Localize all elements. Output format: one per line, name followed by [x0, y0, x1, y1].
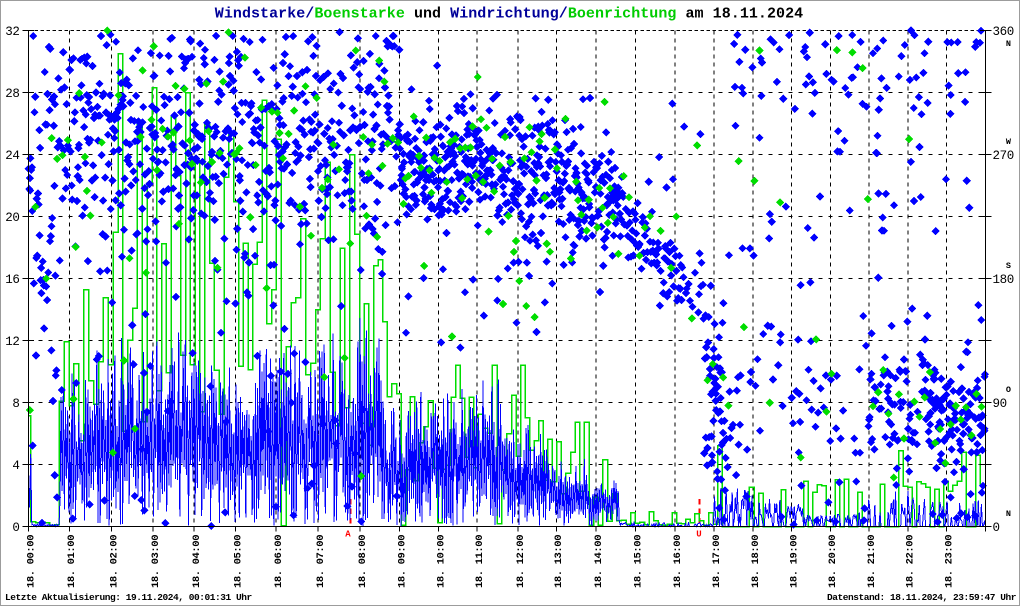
svg-text:18. 01:00: 18. 01:00 [66, 535, 78, 588]
svg-text:18. 22:00: 18. 22:00 [905, 535, 917, 588]
svg-text:18. 03:00: 18. 03:00 [150, 535, 162, 588]
svg-text:18. 10:00: 18. 10:00 [435, 535, 447, 588]
svg-text:20: 20 [5, 211, 19, 225]
svg-text:18. 11:00: 18. 11:00 [474, 535, 486, 588]
svg-text:4: 4 [12, 459, 19, 473]
svg-text:A: A [345, 530, 351, 540]
svg-text:18. 21:00: 18. 21:00 [866, 535, 878, 588]
svg-text:18. 16:00: 18. 16:00 [672, 535, 684, 588]
svg-text:18. 23:00: 18. 23:00 [944, 535, 956, 588]
svg-text:O: O [1006, 385, 1011, 395]
svg-text:W: W [1006, 137, 1012, 147]
svg-text:18. 02:00: 18. 02:00 [108, 535, 120, 588]
svg-text:18. 06:00: 18. 06:00 [273, 535, 285, 588]
svg-text:270: 270 [993, 149, 1014, 163]
svg-text:Letzte Aktualisierung: 19.11.2: Letzte Aktualisierung: 19.11.2024, 00:01… [5, 592, 253, 603]
svg-text:S: S [1006, 261, 1011, 271]
svg-text:360: 360 [993, 25, 1014, 39]
svg-text:18. 20:00: 18. 20:00 [827, 535, 839, 588]
svg-text:N: N [1006, 509, 1011, 519]
svg-text:18. 05:00: 18. 05:00 [232, 535, 244, 588]
svg-text:Datenstand: 18.11.2024, 23:59:: Datenstand: 18.11.2024, 23:59:47 Uhr [827, 592, 1017, 603]
svg-text:12: 12 [5, 335, 19, 349]
svg-text:24: 24 [5, 149, 19, 163]
svg-text:18. 19:00: 18. 19:00 [789, 535, 801, 588]
svg-text:28: 28 [5, 87, 19, 101]
svg-text:18. 17:00: 18. 17:00 [711, 535, 723, 588]
svg-text:18. 12:00: 18. 12:00 [515, 535, 527, 588]
svg-text:Windstarke/Boenstarke und Wind: Windstarke/Boenstarke und Windrichtung/B… [215, 6, 803, 23]
svg-text:0: 0 [993, 521, 1000, 535]
svg-text:8: 8 [12, 397, 19, 411]
svg-text:18. 04:00: 18. 04:00 [191, 535, 203, 588]
svg-text:18. 09:00: 18. 09:00 [396, 535, 408, 588]
svg-text:18. 13:00: 18. 13:00 [553, 535, 565, 588]
svg-text:18. 08:00: 18. 08:00 [357, 535, 369, 588]
svg-text:32: 32 [5, 25, 19, 39]
svg-text:180: 180 [993, 273, 1014, 287]
svg-text:U: U [696, 530, 701, 540]
svg-text:18. 00:00: 18. 00:00 [25, 535, 37, 588]
svg-text:18. 14:00: 18. 14:00 [593, 535, 605, 588]
svg-text:18. 07:00: 18. 07:00 [315, 535, 327, 588]
svg-text:0: 0 [12, 521, 19, 535]
svg-text:16: 16 [5, 273, 19, 287]
svg-text:18. 18:00: 18. 18:00 [750, 535, 762, 588]
svg-text:18. 15:00: 18. 15:00 [632, 535, 644, 588]
svg-text:N: N [1006, 39, 1011, 49]
svg-text:90: 90 [993, 397, 1007, 411]
